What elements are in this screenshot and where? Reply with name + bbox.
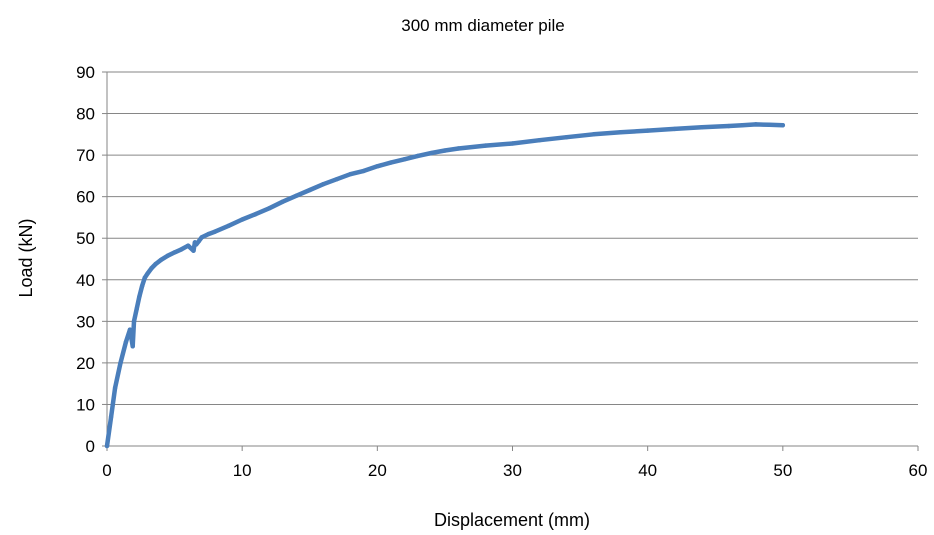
y-tick-label: 0 bbox=[86, 437, 95, 456]
series-line bbox=[104, 122, 786, 449]
y-tick-label: 30 bbox=[76, 312, 95, 331]
data-point bbox=[108, 414, 114, 420]
data-point bbox=[294, 193, 299, 199]
data-point bbox=[402, 157, 407, 162]
data-point bbox=[348, 172, 353, 177]
data-point bbox=[196, 238, 202, 244]
data-point bbox=[123, 339, 129, 345]
x-tick-labels: 0 10 20 30 40 50 60 bbox=[102, 461, 927, 480]
data-point bbox=[442, 148, 448, 153]
data-point bbox=[179, 247, 184, 252]
x-tick-label: 20 bbox=[368, 461, 387, 480]
chart-title: 300 mm diameter pile bbox=[401, 16, 564, 35]
data-point bbox=[158, 257, 164, 263]
data-point bbox=[172, 250, 177, 255]
data-point bbox=[139, 283, 145, 289]
data-point bbox=[564, 135, 569, 140]
y-tick-label: 90 bbox=[76, 63, 95, 82]
data-point bbox=[780, 122, 786, 128]
y-tick-label: 20 bbox=[76, 354, 95, 373]
data-point bbox=[239, 217, 245, 222]
y-tick-label: 70 bbox=[76, 146, 95, 165]
data-point bbox=[112, 385, 118, 391]
data-point bbox=[118, 360, 123, 366]
data-point bbox=[212, 229, 218, 234]
data-point bbox=[375, 164, 380, 169]
data-point bbox=[153, 261, 158, 267]
data-point bbox=[191, 248, 196, 253]
data-point bbox=[591, 132, 596, 137]
data-point bbox=[429, 150, 434, 156]
data-point bbox=[672, 126, 677, 132]
y-tick-label: 10 bbox=[76, 395, 95, 414]
data-point bbox=[149, 265, 154, 271]
data-point bbox=[206, 231, 211, 237]
data-point bbox=[280, 199, 285, 204]
gridlines bbox=[107, 71, 918, 405]
data-point bbox=[131, 319, 137, 324]
y-tick-label: 50 bbox=[76, 229, 95, 248]
data-point bbox=[226, 223, 231, 228]
data-point bbox=[456, 146, 461, 151]
data-point bbox=[194, 242, 199, 247]
data-point bbox=[726, 123, 731, 129]
data-point bbox=[145, 271, 150, 276]
data-point bbox=[767, 122, 772, 127]
x-tick-label: 0 bbox=[102, 461, 111, 480]
data-point bbox=[388, 160, 394, 165]
data-point bbox=[134, 306, 139, 312]
axes bbox=[102, 71, 919, 451]
y-tick-label: 60 bbox=[76, 188, 95, 207]
data-point bbox=[253, 211, 258, 217]
x-tick-label: 40 bbox=[638, 461, 657, 480]
data-point bbox=[618, 130, 623, 135]
x-tick-label: 50 bbox=[773, 461, 792, 480]
x-tick-label: 30 bbox=[503, 461, 522, 480]
data-point bbox=[699, 125, 704, 130]
y-tick-label: 40 bbox=[76, 271, 95, 290]
data-point bbox=[185, 243, 191, 248]
data-point bbox=[104, 443, 110, 449]
data-point bbox=[142, 275, 148, 280]
data-point bbox=[753, 122, 758, 127]
data-point bbox=[415, 153, 421, 159]
data-point bbox=[361, 168, 367, 174]
data-point bbox=[321, 182, 326, 187]
data-point bbox=[165, 253, 171, 258]
x-tick-label: 60 bbox=[909, 461, 928, 480]
data-point bbox=[483, 143, 488, 148]
x-tick-label: 10 bbox=[233, 461, 252, 480]
data-point bbox=[307, 187, 312, 193]
data-point bbox=[199, 235, 204, 240]
data-point bbox=[334, 177, 339, 182]
data-point bbox=[510, 141, 515, 146]
data-point bbox=[267, 206, 272, 211]
data-point bbox=[537, 137, 542, 143]
data-point bbox=[740, 122, 745, 128]
series-layer bbox=[104, 122, 786, 449]
y-tick-labels: 0 10 20 30 40 50 60 70 80 90 bbox=[76, 63, 95, 456]
data-point bbox=[127, 327, 133, 332]
y-axis-title: Load (kN) bbox=[16, 218, 36, 297]
data-point bbox=[137, 294, 142, 299]
data-point bbox=[645, 128, 650, 133]
data-point bbox=[130, 344, 135, 349]
x-axis-title: Displacement (mm) bbox=[434, 510, 590, 530]
y-tick-label: 80 bbox=[76, 105, 95, 124]
